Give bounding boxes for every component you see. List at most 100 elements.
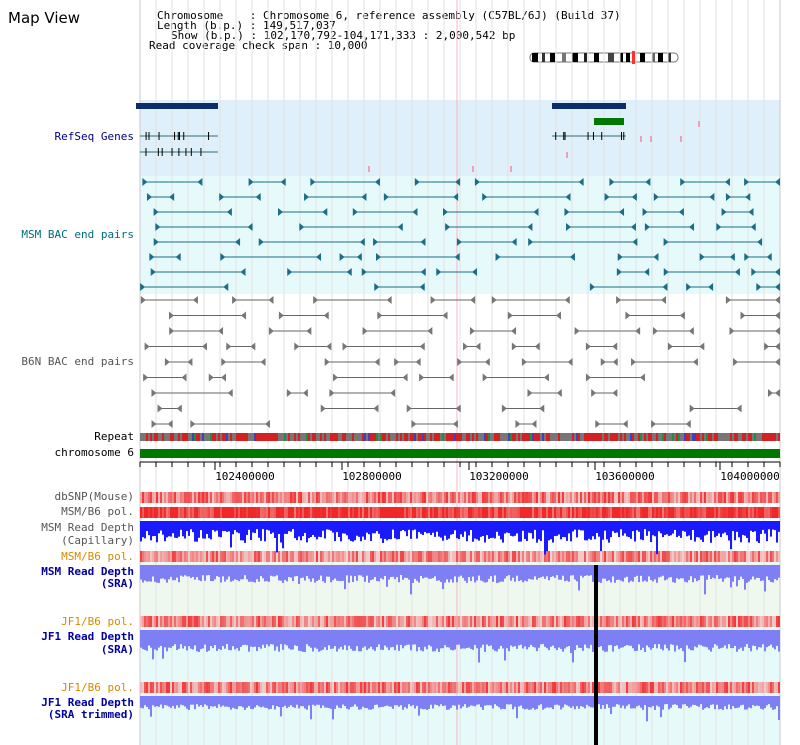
heat-cell: [738, 492, 740, 503]
depth-msm-sra: [508, 565, 510, 576]
repeat-segment: [624, 433, 626, 441]
track-label-b6n-bac[interactable]: B6N BAC end pairs: [21, 355, 134, 368]
depth-msm-sra: [430, 565, 432, 579]
depth-jf1-sra: [624, 630, 626, 647]
heat-cell: [616, 616, 618, 627]
depth-jf1-sra: [320, 630, 322, 651]
repeat-segment: [560, 433, 562, 441]
heat-cell: [220, 507, 222, 518]
track-label-msm-b6-pol-2[interactable]: MSM/B6 pol.: [61, 550, 134, 563]
track-label-msm-read-depth-cap[interactable]: MSM Read Depth: [41, 521, 134, 534]
track-label-repeat[interactable]: Repeat: [94, 430, 134, 443]
heat-cell: [532, 551, 534, 562]
depth-capillary: [344, 521, 346, 534]
depth-msm-sra: [334, 565, 336, 579]
track-label-jf1-b6-pol[interactable]: JF1/B6 pol.: [61, 615, 134, 628]
repeat-segment: [540, 433, 542, 441]
heat-cell: [406, 507, 408, 518]
depth-jf1-sra: [378, 630, 380, 645]
depth-msm-sra: [304, 565, 306, 581]
heat-cell: [462, 492, 464, 503]
heat-cell: [474, 492, 476, 503]
heat-cell: [156, 492, 158, 503]
heat-cell: [398, 492, 400, 503]
repeat-segment: [290, 433, 292, 441]
heat-cell: [760, 682, 762, 693]
depth-msm-sra: [190, 565, 192, 578]
repeat-segment: [438, 433, 440, 441]
heat-cell: [732, 682, 734, 693]
msm-bac-end: [721, 208, 727, 216]
repeat-segment: [200, 433, 202, 441]
heat-cell: [562, 682, 564, 693]
track-label-refseq[interactable]: RefSeq Genes: [54, 130, 134, 143]
depth-jf1-trim: [516, 696, 518, 719]
heat-cell: [550, 682, 552, 693]
depth-jf1-sra: [570, 630, 572, 654]
heat-cell: [162, 492, 164, 503]
depth-jf1-sra: [454, 630, 456, 650]
heat-cell: [630, 507, 632, 518]
heat-cell: [154, 492, 156, 503]
heat-cell: [462, 616, 464, 627]
depth-msm-sra: [352, 565, 354, 582]
b6n-bac-end: [635, 327, 641, 335]
heat-cell: [706, 551, 708, 562]
track-label-msm-b6-pol[interactable]: MSM/B6 pol.: [61, 505, 134, 518]
heat-cell: [332, 551, 334, 562]
depth-msm-sra: [492, 565, 494, 582]
depth-jf1-trim: [712, 696, 714, 705]
heat-cell: [722, 616, 724, 627]
heat-cell: [172, 551, 174, 562]
heat-cell: [250, 682, 252, 693]
depth-jf1-sra: [544, 630, 546, 647]
heat-cell: [222, 682, 224, 693]
msm-bac-end: [750, 223, 756, 231]
track-label-jf1-read-depth-trim[interactable]: JF1 Read Depth: [41, 696, 134, 709]
depth-jf1-sra: [156, 630, 158, 651]
track-label-jf1-b6-pol-2[interactable]: JF1/B6 pol.: [61, 681, 134, 694]
heat-cell: [696, 551, 698, 562]
heat-cell: [550, 616, 552, 627]
depth-jf1-sra: [770, 630, 772, 645]
heat-cell: [312, 492, 314, 503]
track-label-chromosome[interactable]: chromosome 6: [54, 446, 134, 459]
heat-cell: [702, 682, 704, 693]
depth-jf1-sra: [712, 630, 714, 648]
track-label-jf1-read-depth-sra[interactable]: JF1 Read Depth: [41, 630, 134, 643]
heat-cell: [512, 551, 514, 562]
depth-jf1-trim: [438, 696, 440, 707]
heat-cell: [252, 682, 254, 693]
heat-cell: [144, 616, 146, 627]
track-label-dbsnp[interactable]: dbSNP(Mouse): [54, 490, 134, 503]
depth-jf1-sra: [532, 630, 534, 647]
heat-cell: [502, 507, 504, 518]
depth-jf1-sra: [486, 630, 488, 645]
track-label-msm-bac[interactable]: MSM BAC end pairs: [21, 228, 134, 241]
track-label-msm-read-depth-sra[interactable]: MSM Read Depth: [41, 565, 134, 578]
depth-jf1-trim: [616, 696, 618, 705]
depth-msm-sra: [494, 565, 496, 576]
heat-cell: [702, 616, 704, 627]
heat-cell: [194, 492, 196, 503]
heat-cell: [422, 682, 424, 693]
heat-cell: [284, 682, 286, 693]
depth-capillary: [356, 521, 358, 536]
heat-cell: [428, 492, 430, 503]
depth-msm-sra: [694, 565, 696, 579]
heat-cell: [604, 492, 606, 503]
depth-msm-sra: [484, 565, 486, 583]
repeat-segment: [258, 433, 260, 441]
depth-jf1-trim: [606, 696, 608, 705]
repeat-segment: [460, 433, 462, 441]
depth-msm-sra: [520, 565, 522, 581]
heat-cell: [324, 682, 326, 693]
heat-cell: [482, 507, 484, 518]
depth-capillary: [636, 521, 638, 531]
depth-jf1-sra: [646, 630, 648, 646]
depth-jf1-trim: [188, 696, 190, 710]
heat-cell: [192, 551, 194, 562]
heat-cell: [424, 551, 426, 562]
depth-jf1-trim: [248, 696, 250, 707]
repeat-segment: [762, 433, 764, 441]
